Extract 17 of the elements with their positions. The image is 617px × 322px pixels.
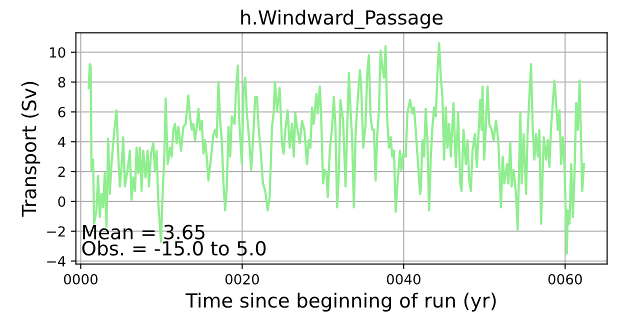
x-tick-label: 0020 (225, 274, 259, 285)
y-tick-label: 10 (50, 47, 66, 58)
y-tick-label: 4 (58, 136, 66, 148)
y-tick-label: 0 (58, 196, 66, 207)
y-tick-label: 6 (58, 106, 66, 118)
y-axis-title: Transport (Sv) (21, 82, 40, 217)
annotation: Obs. = -15.0 to 5.0 (82, 240, 266, 256)
chart-title: h.Windward_Passage (241, 10, 443, 30)
y-tick-label: 8 (58, 77, 66, 88)
x-tick-label: 0060 (548, 274, 582, 285)
y-tick-label: −4 (47, 256, 66, 266)
x-axis-title: Time since beginning of run (yr) (186, 292, 496, 312)
x-tick-label: 0000 (64, 274, 98, 285)
x-tick-label: 0040 (386, 274, 420, 285)
y-tick-label: −2 (47, 226, 65, 236)
annotation: Mean = 3.65 (83, 224, 204, 240)
y-tick-label: 2 (58, 166, 65, 177)
